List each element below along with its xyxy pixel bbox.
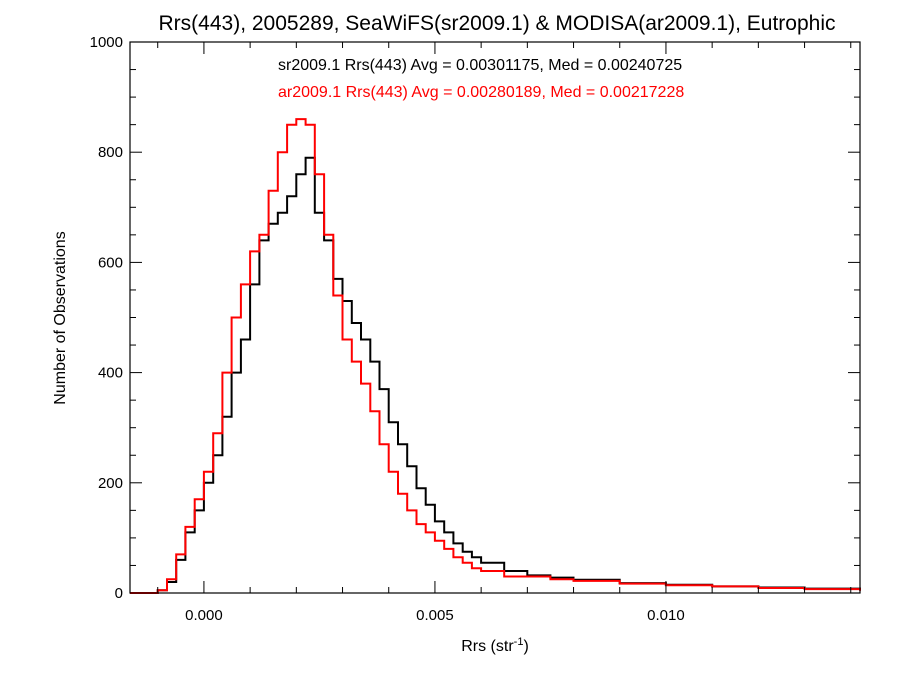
x-axis-label: Rrs (str-1) [461, 636, 529, 655]
y-tick-label: 0 [115, 585, 123, 602]
annotation-ar2009: ar2009.1 Rrs(443) Avg = 0.00280189, Med … [278, 84, 684, 101]
y-tick-label: 400 [98, 365, 123, 382]
y-tick-label: 800 [98, 144, 123, 161]
series-layer [130, 118, 861, 594]
chart-title: Rrs(443), 2005289, SeaWiFS(sr2009.1) & M… [159, 12, 836, 35]
x-tick-label: 0.005 [416, 607, 454, 624]
series-line-1 [130, 118, 861, 594]
x-tick-label: 0.000 [185, 607, 223, 624]
y-tick-label: 600 [98, 254, 123, 271]
y-axis-label: Number of Observations [52, 231, 69, 404]
y-tick-label: 1000 [90, 34, 123, 51]
annotation-sr2009: sr2009.1 Rrs(443) Avg = 0.00301175, Med … [278, 57, 682, 74]
y-tick-label: 200 [98, 475, 123, 492]
ticks-layer: 0.000 0.005 0.010 0 200 400 600 800 1000 [90, 34, 860, 624]
series-line-0 [130, 156, 861, 594]
x-tick-label: 0.010 [647, 607, 685, 624]
